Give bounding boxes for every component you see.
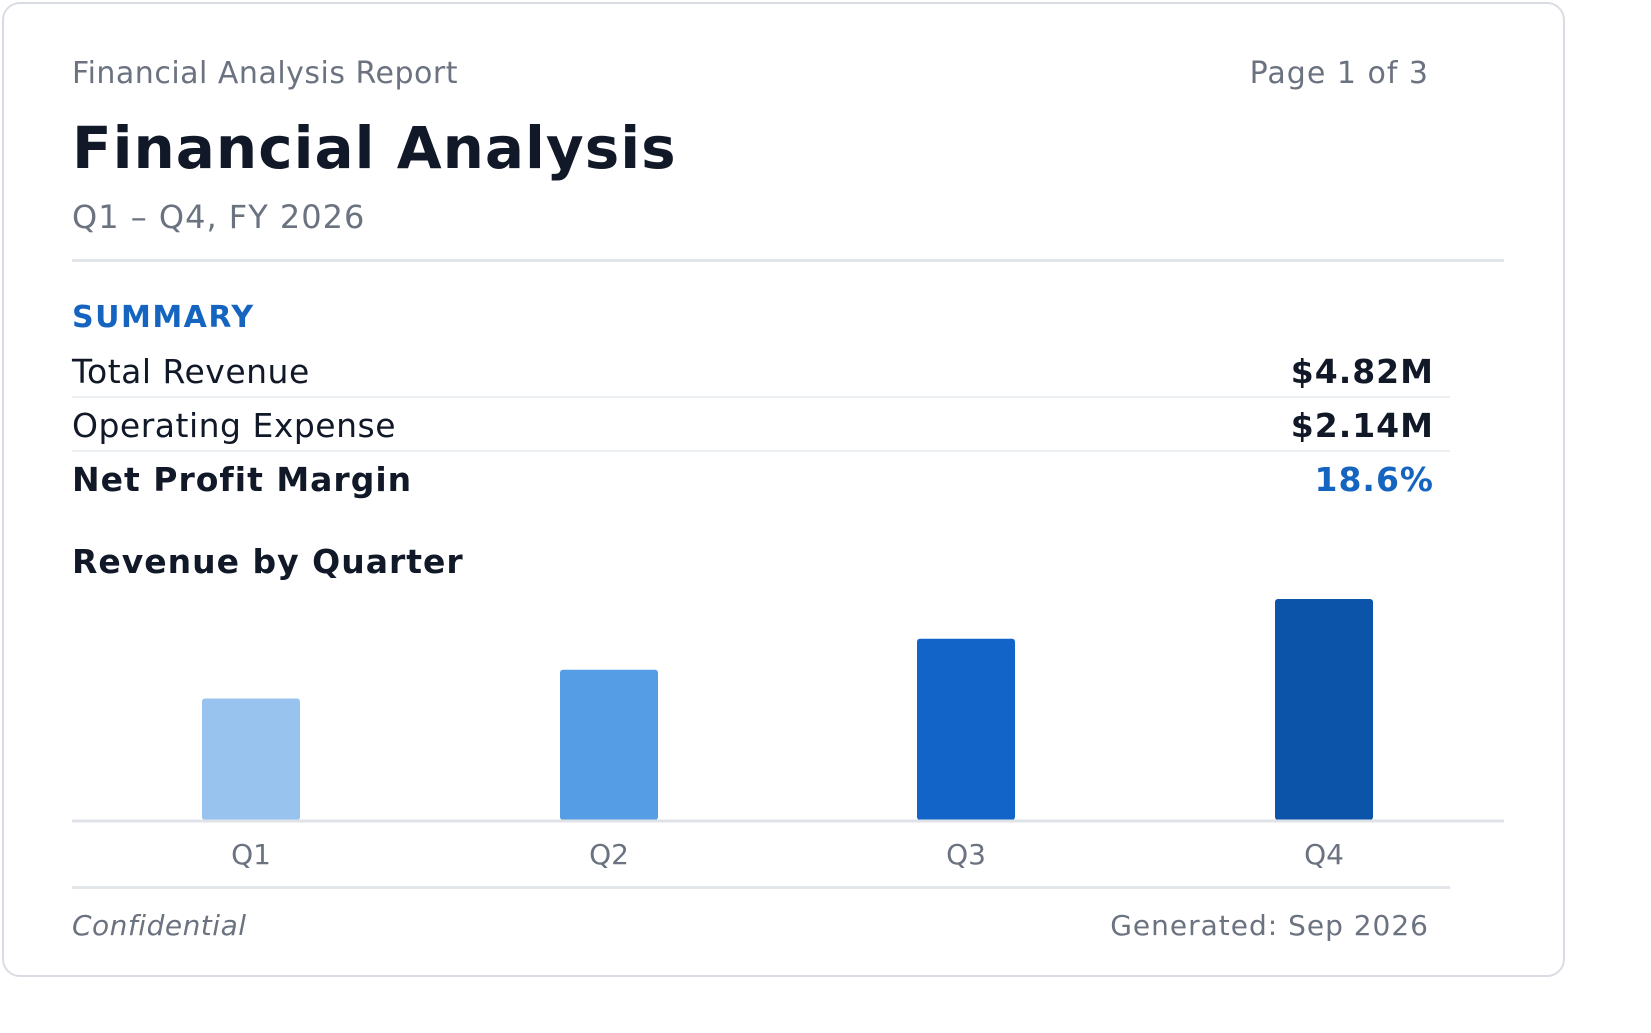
summary-row-net-profit-margin: Net Profit Margin 18.6% bbox=[72, 460, 1434, 514]
page-indicator: Page 1 of 3 bbox=[1249, 56, 1429, 91]
report-card: Financial Analysis Report Page 1 of 3 Fi… bbox=[2, 2, 1565, 977]
summary-row-operating-expense: Operating Expense $2.14M bbox=[72, 406, 1434, 460]
footer-divider bbox=[72, 886, 1450, 889]
header-divider bbox=[72, 259, 1504, 262]
row-divider bbox=[72, 450, 1450, 452]
report-name: Financial Analysis Report bbox=[72, 56, 458, 91]
summary-row-value: 18.6% bbox=[1314, 460, 1434, 499]
chart-title: Revenue by Quarter bbox=[72, 542, 464, 581]
bar-q1 bbox=[202, 698, 300, 820]
summary-row-value: $4.82M bbox=[1290, 352, 1434, 391]
summary-row-value: $2.14M bbox=[1290, 406, 1434, 445]
summary-row-label: Total Revenue bbox=[72, 352, 310, 391]
bar-q4 bbox=[1275, 599, 1373, 820]
bar-q2 bbox=[560, 669, 658, 820]
x-tick-label-q3: Q3 bbox=[946, 838, 986, 871]
row-divider bbox=[72, 396, 1450, 398]
x-tick-label-q1: Q1 bbox=[231, 838, 271, 871]
generated-date: Generated: Sep 2026 bbox=[1110, 909, 1429, 942]
summary-row-label: Net Profit Margin bbox=[72, 460, 413, 499]
x-tick-label-q2: Q2 bbox=[589, 838, 629, 871]
summary-row-total-revenue: Total Revenue $4.82M bbox=[72, 352, 1434, 406]
confidential-label: Confidential bbox=[72, 909, 247, 942]
x-tick-label-q4: Q4 bbox=[1304, 838, 1344, 871]
summary-row-label: Operating Expense bbox=[72, 406, 397, 445]
page-subtitle: Q1 – Q4, FY 2026 bbox=[72, 198, 366, 236]
bar-q3 bbox=[917, 638, 1015, 820]
revenue-bar-chart: Q1 Q2 Q3 Q4 bbox=[72, 599, 1504, 871]
page-title: Financial Analysis bbox=[72, 114, 677, 182]
summary-heading: SUMMARY bbox=[72, 300, 255, 335]
